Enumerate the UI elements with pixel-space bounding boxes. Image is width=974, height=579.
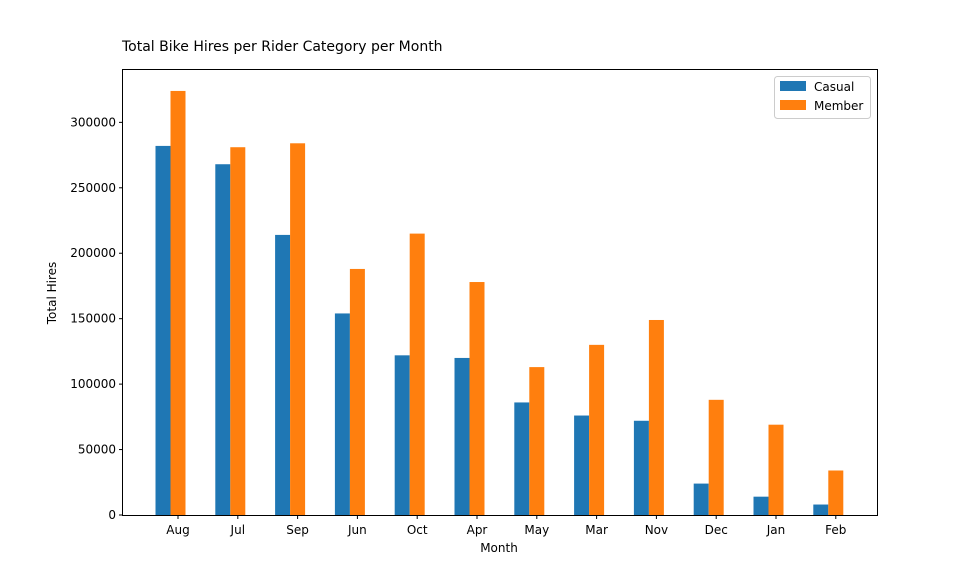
bar-casual-dec [693, 483, 709, 515]
x-tick-label: Feb [825, 523, 846, 537]
legend: Casual Member [774, 76, 871, 119]
legend-label-casual: Casual [814, 80, 854, 94]
x-axis-ticks: Aug Jul Sep Jun Oct Apr May Mar Nov Dec Jan Feb [166, 515, 846, 537]
bar-member-nov [648, 319, 664, 515]
plot-frame [122, 69, 878, 516]
y-tick-label: 250000 [70, 181, 116, 195]
bar-casual-oct [394, 355, 410, 515]
x-tick-label: Apr [467, 523, 488, 537]
y-tick-label: 200000 [70, 246, 116, 260]
bars [155, 90, 844, 516]
legend-swatch-casual [780, 81, 806, 91]
bar-member-apr [469, 282, 485, 515]
legend-swatch-member [780, 100, 806, 110]
bar-member-sep [290, 143, 306, 515]
y-tick-label: 100000 [70, 377, 116, 391]
x-axis-label: Month [480, 541, 518, 555]
chart-title: Total Bike Hires per Rider Category per … [121, 39, 443, 55]
x-tick-label: May [524, 523, 549, 537]
x-tick-label: Aug [166, 523, 189, 537]
bar-member-dec [708, 399, 724, 515]
y-axis-label: Total Hires [45, 262, 59, 326]
bar-member-may [529, 367, 545, 515]
bar-member-jun [349, 268, 365, 515]
bar-casual-jan [753, 496, 769, 515]
x-tick-label: Sep [286, 523, 309, 537]
bar-casual-may [514, 402, 530, 515]
bar-casual-jul [215, 164, 231, 515]
bar-casual-jun [334, 313, 350, 515]
bar-member-feb [828, 470, 844, 515]
x-tick-label: Jun [347, 523, 367, 537]
bar-casual-aug [155, 145, 171, 516]
legend-label-member: Member [814, 99, 863, 113]
bar-casual-mar [574, 415, 590, 515]
bar-member-oct [409, 233, 425, 515]
y-tick-label: 300000 [70, 115, 116, 129]
x-tick-label: Nov [645, 523, 668, 537]
x-tick-label: Jul [230, 523, 245, 537]
bar-member-jul [230, 147, 246, 515]
y-axis-ticks: 0 50000 100000 150000 200000 250000 300000 [70, 115, 123, 522]
x-tick-label: Jan [766, 523, 786, 537]
x-tick-label: Oct [407, 523, 428, 537]
x-tick-label: Dec [705, 523, 728, 537]
bar-member-mar [589, 344, 605, 515]
bar-casual-feb [813, 504, 829, 515]
y-tick-label: 150000 [70, 312, 116, 326]
bar-member-aug [170, 90, 186, 516]
y-tick-label: 50000 [78, 443, 116, 457]
bar-casual-sep [275, 234, 291, 516]
bar-member-jan [768, 424, 784, 515]
bar-casual-apr [454, 357, 470, 515]
bar-casual-nov [633, 420, 649, 515]
y-tick-label: 0 [108, 508, 116, 522]
x-tick-label: Mar [585, 523, 608, 537]
